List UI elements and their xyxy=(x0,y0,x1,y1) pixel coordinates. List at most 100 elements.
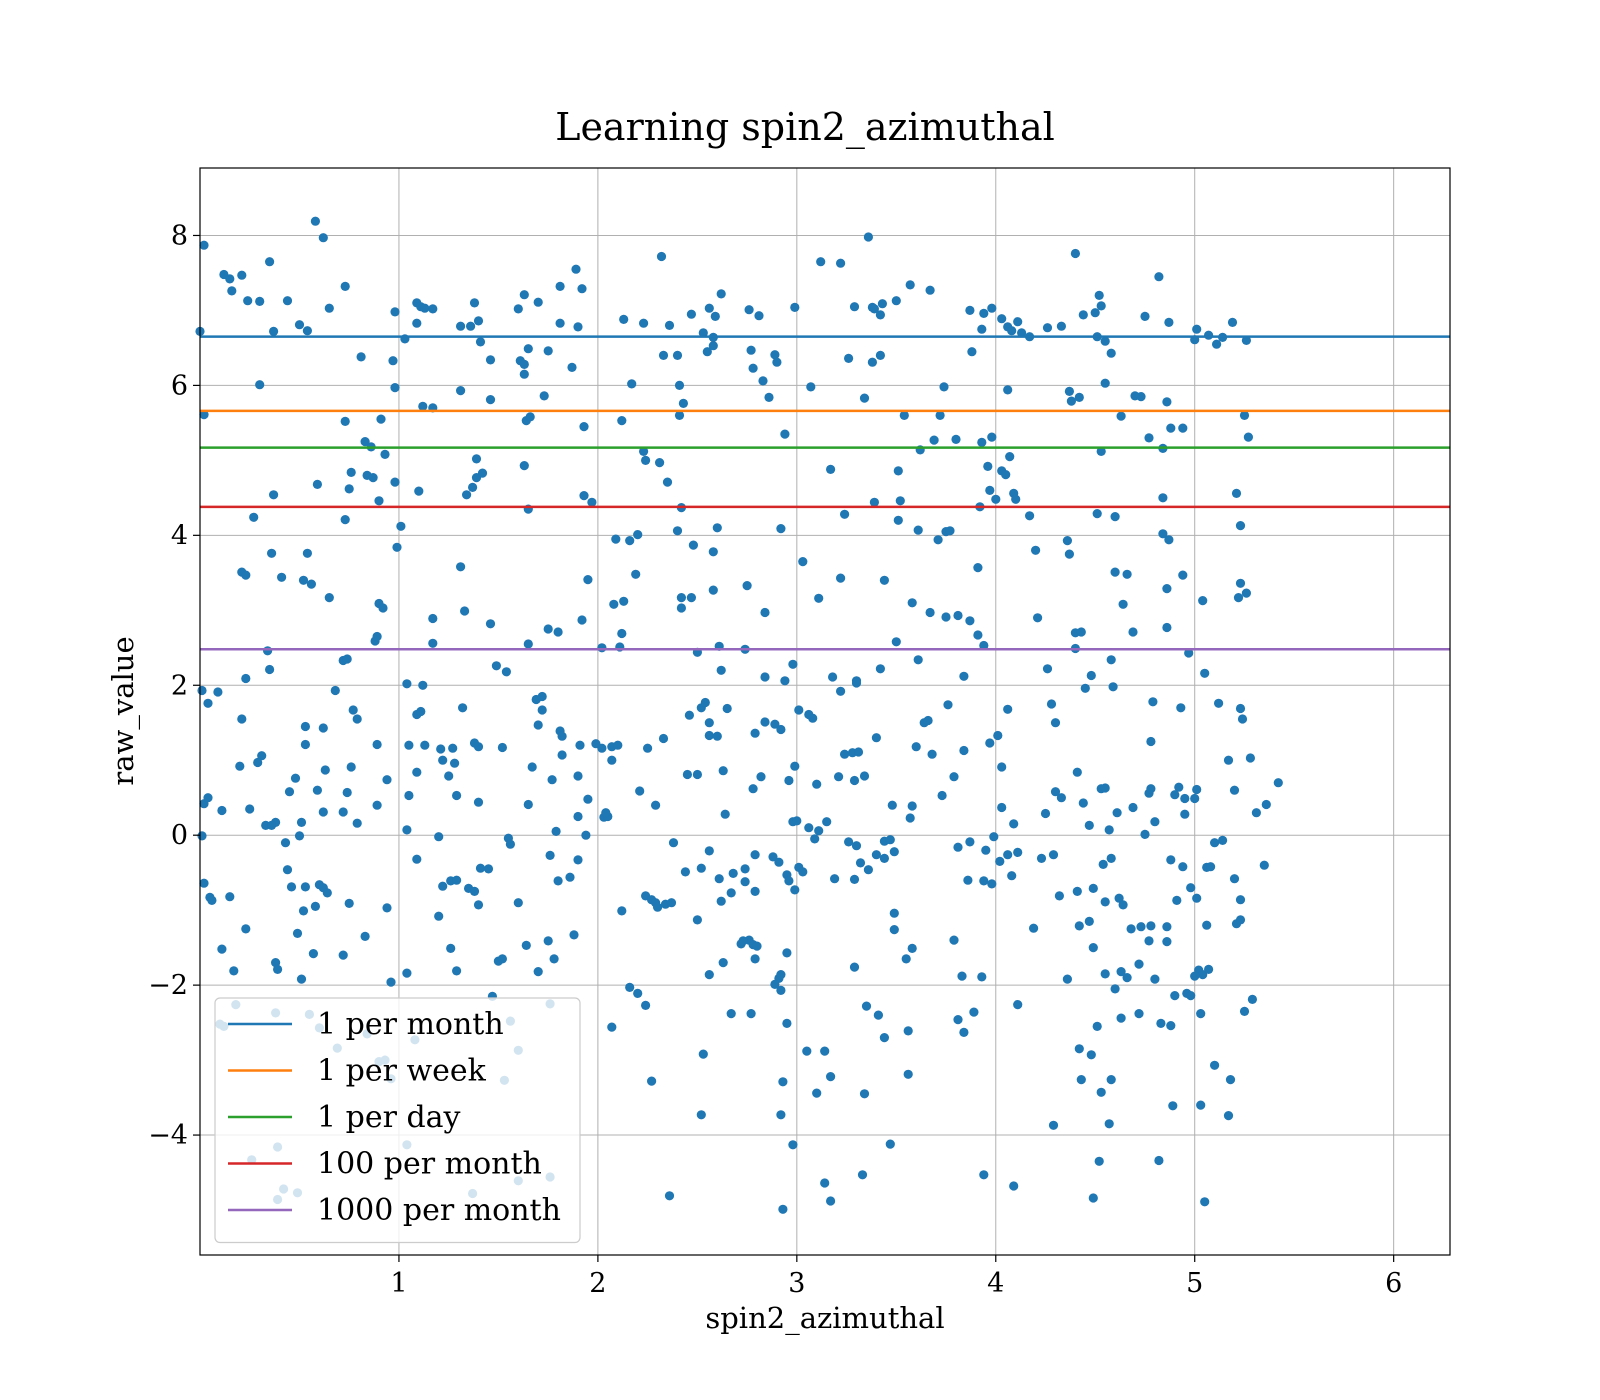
axis-ticks: 1 2 3 4 5 6 −4 −2 0 2 4 6 8 xyxy=(148,220,1402,1299)
scatter-point xyxy=(302,548,312,558)
scatter-point xyxy=(565,872,575,882)
scatter-point xyxy=(267,820,277,831)
scatter-point xyxy=(372,800,382,810)
scatter-point xyxy=(784,876,794,886)
scatter-point xyxy=(889,908,899,918)
scatter-point xyxy=(257,751,267,761)
scatter-point xyxy=(1146,736,1156,747)
scatter-point xyxy=(237,714,247,724)
scatter-point xyxy=(448,743,458,753)
scatter-point xyxy=(672,526,683,536)
scatter-point xyxy=(1017,328,1027,338)
scatter-point xyxy=(1090,308,1100,318)
scatter-point xyxy=(844,353,854,363)
scatter-point xyxy=(1235,915,1246,925)
x-tick-label: 3 xyxy=(788,1268,805,1299)
scatter-point xyxy=(217,805,227,816)
scatter-point xyxy=(376,414,386,424)
scatter-point xyxy=(199,240,209,250)
scatter-point xyxy=(324,303,334,313)
scatter-point xyxy=(655,458,665,468)
scatter-point xyxy=(294,831,305,841)
scatter-point xyxy=(229,966,239,976)
scatter-point xyxy=(1245,753,1255,763)
scatter-point xyxy=(404,740,414,750)
scatter-point xyxy=(382,903,392,913)
scatter-point xyxy=(418,680,428,690)
scatter-point xyxy=(822,817,832,827)
x-tick-label: 6 xyxy=(1385,1268,1402,1299)
scatter-point xyxy=(483,864,494,874)
scatter-point xyxy=(613,740,623,750)
scatter-point xyxy=(1251,808,1261,818)
scatter-point xyxy=(959,745,969,756)
scatter-point xyxy=(907,943,917,954)
scatter-point xyxy=(273,964,283,975)
scatter-point xyxy=(784,775,794,786)
scatter-point xyxy=(356,352,366,362)
scatter-point xyxy=(1273,778,1283,788)
scatter-point xyxy=(664,1191,675,1201)
scatter-point xyxy=(1005,452,1015,462)
y-tick-label: 6 xyxy=(171,370,188,401)
scatter-point xyxy=(241,570,251,580)
scatter-point xyxy=(977,972,987,982)
scatter-point xyxy=(619,596,629,606)
scatter-point xyxy=(1239,410,1250,420)
scatter-point xyxy=(748,363,758,373)
scatter-point xyxy=(460,606,470,616)
scatter-point xyxy=(1074,392,1084,402)
scatter-point xyxy=(716,665,726,675)
scatter-point xyxy=(1229,785,1240,795)
scatter-point xyxy=(513,898,523,908)
scatter-point xyxy=(1072,886,1082,897)
scatter-point xyxy=(434,911,444,921)
scatter-point xyxy=(1076,627,1086,637)
scatter-point xyxy=(1013,317,1023,327)
scatter-point xyxy=(1003,850,1013,860)
scatter-point xyxy=(1154,272,1164,282)
scatter-point xyxy=(790,885,800,895)
scatter-point xyxy=(776,985,786,996)
scatter-point xyxy=(979,1170,989,1180)
scatter-point xyxy=(656,251,667,262)
scatter-point xyxy=(901,954,911,964)
scatter-point xyxy=(746,345,756,355)
x-axis-label: spin2_azimuthal xyxy=(705,1301,944,1336)
scatter-point xyxy=(519,290,529,300)
scatter-point xyxy=(1009,819,1019,829)
scatter-point xyxy=(475,863,486,873)
scatter-point xyxy=(997,762,1007,772)
scatter-point xyxy=(611,534,621,544)
scatter-point xyxy=(869,304,880,314)
scatter-point xyxy=(1118,599,1128,609)
scatter-point xyxy=(466,321,476,331)
scatter-point xyxy=(537,691,547,702)
scatter-point xyxy=(217,944,227,954)
scatter-point xyxy=(925,607,935,618)
scatter-point xyxy=(312,785,322,795)
scatter-point xyxy=(834,772,844,782)
scatter-point xyxy=(1108,682,1118,692)
scatter-point xyxy=(1007,326,1017,336)
scatter-point xyxy=(891,637,901,647)
scatter-point xyxy=(1192,784,1202,795)
scatter-point xyxy=(452,875,462,885)
scatter-point xyxy=(903,1069,913,1079)
scatter-point xyxy=(672,350,683,360)
scatter-point xyxy=(698,328,708,338)
scatter-point xyxy=(963,875,973,885)
scatter-point xyxy=(469,886,480,897)
scatter-point xyxy=(959,1027,969,1037)
scatter-point xyxy=(1172,895,1182,906)
scatter-point xyxy=(893,515,903,525)
scatter-point xyxy=(382,775,392,785)
scatter-point xyxy=(1094,290,1104,300)
scatter-point xyxy=(748,784,758,794)
scatter-point xyxy=(1180,793,1190,804)
scatter-point xyxy=(416,706,426,717)
scatter-point xyxy=(380,449,390,459)
scatter-point xyxy=(197,685,207,696)
scatter-point xyxy=(863,232,874,242)
scatter-point xyxy=(939,382,949,392)
